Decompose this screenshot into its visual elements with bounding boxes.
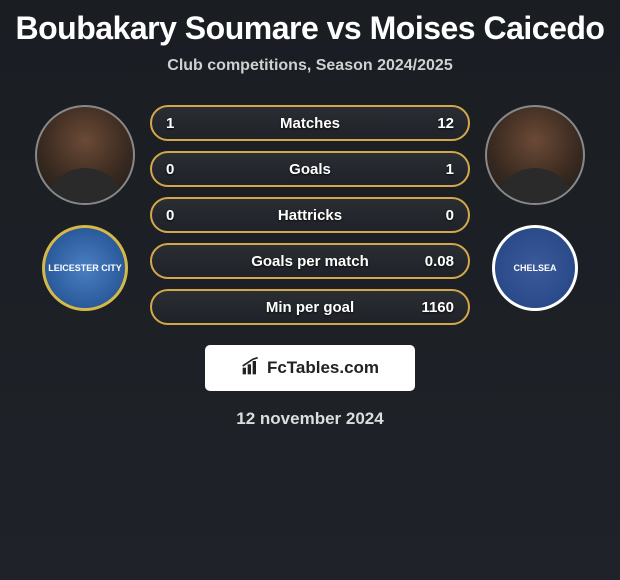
subtitle: Club competitions, Season 2024/2025 [167, 57, 452, 75]
stat-label: Goals per match [251, 253, 369, 270]
date-label: 12 november 2024 [236, 409, 383, 429]
title-player2: Moises Caicedo [370, 10, 605, 46]
stat-label: Goals [289, 161, 331, 178]
title-player1: Boubakary Soumare [16, 10, 319, 46]
stat-left: 0 [166, 207, 196, 224]
player1-avatar [35, 105, 135, 205]
chart-icon [241, 356, 261, 381]
branding-text: FcTables.com [267, 358, 379, 378]
player2-club-label: CHELSEA [513, 263, 556, 273]
player2-club-badge: CHELSEA [492, 225, 578, 311]
stat-right: 1 [424, 161, 454, 178]
stat-row-goals: 0 Goals 1 [150, 151, 470, 187]
stat-row-matches: 1 Matches 12 [150, 105, 470, 141]
main-row: LEICESTER CITY 1 Matches 12 0 Goals 1 0 … [0, 105, 620, 325]
branding-badge: FcTables.com [205, 345, 415, 391]
stat-left: 0 [166, 161, 196, 178]
player2-avatar [485, 105, 585, 205]
stat-left: 1 [166, 115, 196, 132]
left-column: LEICESTER CITY [30, 105, 140, 311]
stat-right: 0 [424, 207, 454, 224]
stat-label: Matches [280, 115, 340, 132]
stat-label: Min per goal [266, 299, 354, 316]
comparison-card: Boubakary Soumare vs Moises Caicedo Club… [0, 0, 620, 429]
stat-row-hattricks: 0 Hattricks 0 [150, 197, 470, 233]
page-title: Boubakary Soumare vs Moises Caicedo [16, 10, 605, 47]
player1-club-badge: LEICESTER CITY [42, 225, 128, 311]
stat-row-min-per-goal: Min per goal 1160 [150, 289, 470, 325]
stats-column: 1 Matches 12 0 Goals 1 0 Hattricks 0 Goa… [140, 105, 480, 325]
title-vs: vs [327, 10, 362, 46]
stat-right: 1160 [421, 299, 454, 316]
stat-right: 12 [424, 115, 454, 132]
stat-label: Hattricks [278, 207, 342, 224]
right-column: CHELSEA [480, 105, 590, 311]
player1-club-label: LEICESTER CITY [48, 263, 122, 273]
stat-right: 0.08 [424, 253, 454, 270]
stat-row-goals-per-match: Goals per match 0.08 [150, 243, 470, 279]
